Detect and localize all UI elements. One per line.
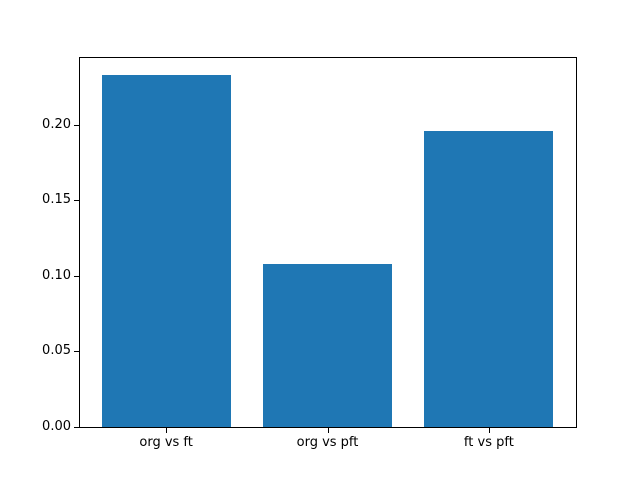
y-tick-mark [74,200,79,202]
y-tick-label: 0.00 [42,419,71,434]
y-tick-label: 0.20 [42,116,71,132]
bar-org-vs-ft [101,74,231,427]
y-tick-label: 0.10 [42,267,71,283]
y-tick-label: 0.05 [42,343,71,359]
x-tick-label: org vs pft [296,435,359,450]
y-tick-mark [74,427,79,428]
x-tick-mark [488,428,490,433]
x-tick-mark [327,428,329,433]
x-tick-label: org vs ft [139,435,193,450]
bar-ft-vs-pft [424,130,554,427]
y-tick-mark [74,351,79,353]
x-tick-mark [166,428,168,433]
y-tick-mark [74,124,79,126]
y-tick-mark [74,275,79,277]
x-tick-label: ft vs pft [463,435,514,450]
y-tick-label: 0.15 [42,192,71,208]
bar-org-vs-pft [262,263,393,427]
